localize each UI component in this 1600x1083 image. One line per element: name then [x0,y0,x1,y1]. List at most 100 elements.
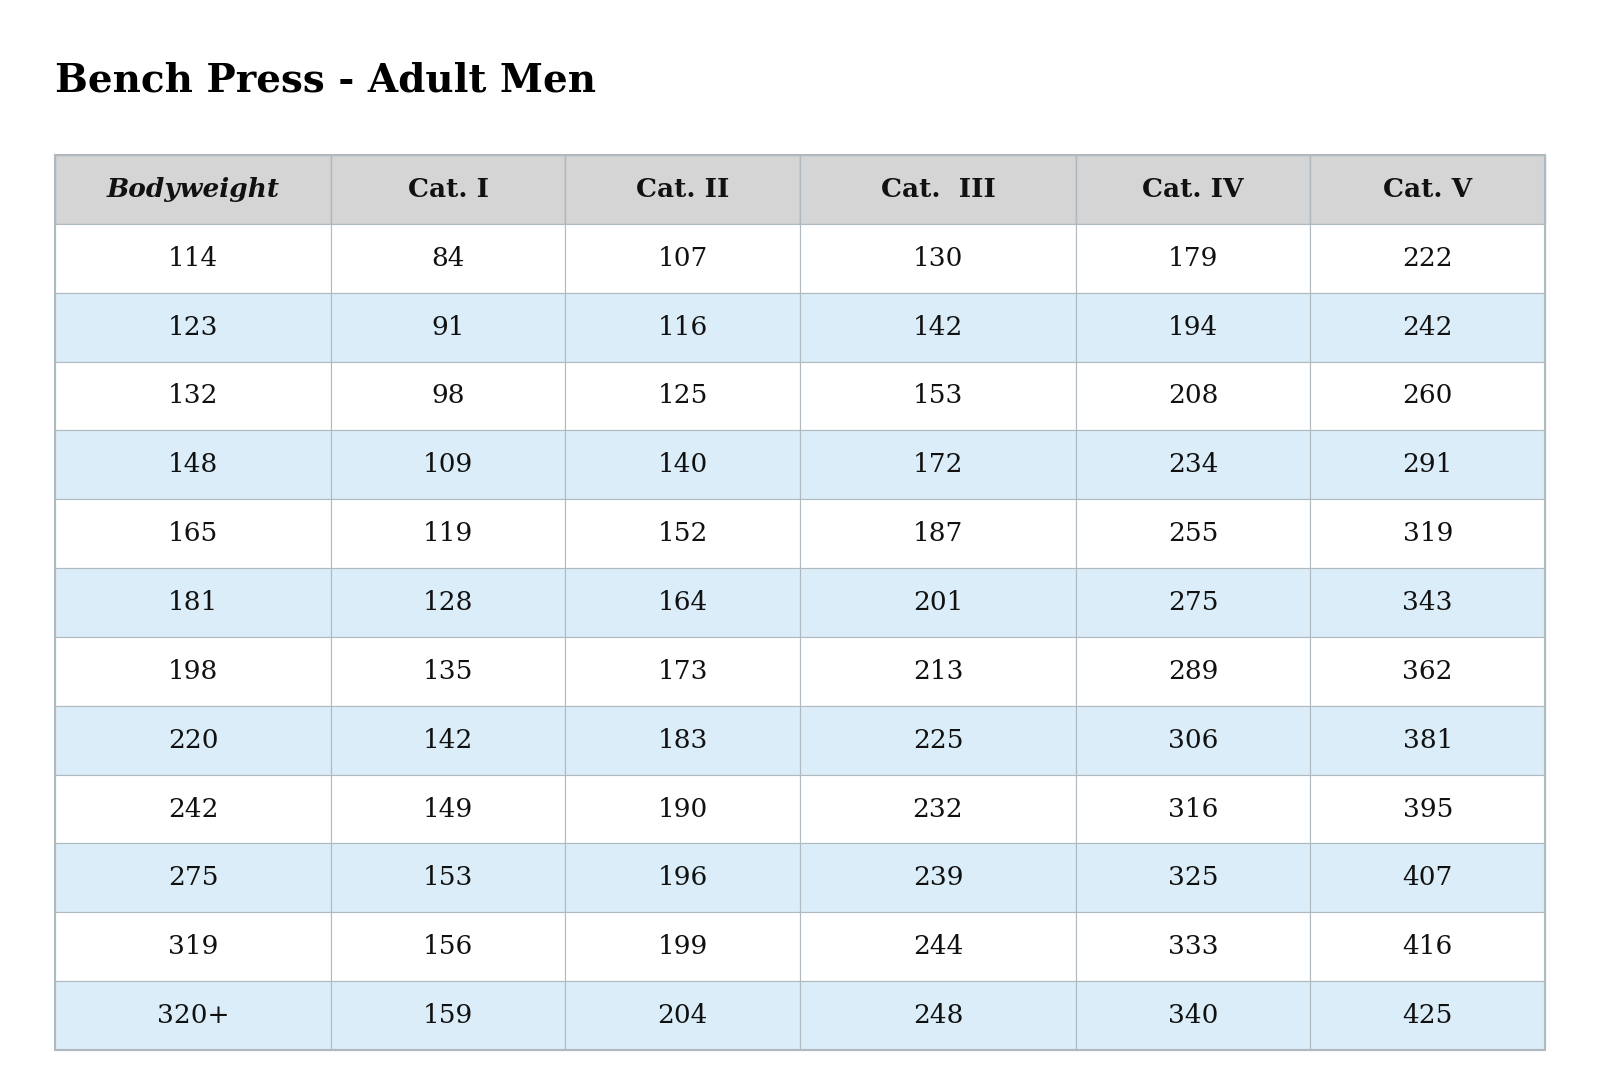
Bar [331,430,565,499]
Text: 156: 156 [422,935,474,960]
Bar [54,292,331,362]
Bar [565,637,800,706]
Text: 343: 343 [1403,590,1453,615]
Text: 255: 255 [1168,521,1218,546]
Text: 291: 291 [1403,453,1453,478]
Text: 123: 123 [168,315,218,340]
Text: 232: 232 [912,796,963,822]
Bar [800,844,1075,912]
Bar [800,362,1075,430]
Bar [1310,774,1546,844]
Bar [54,774,331,844]
Bar [1075,912,1310,981]
Text: 362: 362 [1403,658,1453,683]
Bar [565,430,800,499]
Bar [331,706,565,774]
Text: Cat. IV: Cat. IV [1142,177,1243,201]
Bar [1075,224,1310,292]
Bar [1310,430,1546,499]
Text: 306: 306 [1168,728,1218,753]
Bar [331,981,565,1051]
Text: 173: 173 [658,658,707,683]
Bar [331,569,565,637]
Text: 172: 172 [912,453,963,478]
Bar [565,224,800,292]
Text: 319: 319 [168,935,218,960]
Bar [1310,362,1546,430]
Text: 213: 213 [912,658,963,683]
Text: 165: 165 [168,521,218,546]
Bar [1075,499,1310,569]
Bar [800,981,1075,1051]
Bar [54,569,331,637]
Text: 194: 194 [1168,315,1218,340]
Bar [54,362,331,430]
Bar [331,155,565,224]
Text: 114: 114 [168,246,218,271]
Text: 159: 159 [422,1003,474,1028]
Bar [1310,912,1546,981]
Bar [1075,844,1310,912]
Bar [800,224,1075,292]
Text: 152: 152 [658,521,707,546]
Text: 416: 416 [1403,935,1453,960]
Text: 187: 187 [912,521,963,546]
Bar [1075,155,1310,224]
Bar [1310,155,1546,224]
Text: Cat. V: Cat. V [1382,177,1472,201]
Text: 320+: 320+ [157,1003,229,1028]
Bar [1075,637,1310,706]
Text: 201: 201 [912,590,963,615]
Bar [331,637,565,706]
Bar [565,292,800,362]
Text: 204: 204 [658,1003,707,1028]
Text: 316: 316 [1168,796,1218,822]
Text: 116: 116 [658,315,707,340]
Text: 125: 125 [658,383,707,408]
Text: 179: 179 [1168,246,1218,271]
Text: 248: 248 [912,1003,963,1028]
Text: 333: 333 [1168,935,1219,960]
Bar [565,155,800,224]
Text: 242: 242 [1403,315,1453,340]
Bar [565,362,800,430]
Text: Bench Press - Adult Men: Bench Press - Adult Men [54,62,595,100]
Text: 107: 107 [658,246,707,271]
Bar [54,844,331,912]
Bar [54,155,331,224]
Bar [1075,430,1310,499]
Bar [1310,981,1546,1051]
Text: 119: 119 [422,521,474,546]
Bar [54,155,1546,1051]
Bar [331,499,565,569]
Bar [1075,292,1310,362]
Text: Cat.  III: Cat. III [880,177,995,201]
Text: Cat. I: Cat. I [408,177,488,201]
Text: 132: 132 [168,383,218,408]
Bar [1310,499,1546,569]
Text: 381: 381 [1403,728,1453,753]
Bar [565,981,800,1051]
Text: 275: 275 [1168,590,1219,615]
Bar [54,912,331,981]
Bar [800,706,1075,774]
Text: Bodyweight: Bodyweight [107,177,280,201]
Text: 149: 149 [422,796,474,822]
Text: 164: 164 [658,590,707,615]
Text: 220: 220 [168,728,218,753]
Text: 135: 135 [422,658,474,683]
Text: 196: 196 [658,865,707,890]
Bar [800,912,1075,981]
Bar [331,844,565,912]
Bar [1310,706,1546,774]
Text: 128: 128 [422,590,474,615]
Bar [800,774,1075,844]
Text: 395: 395 [1403,796,1453,822]
Text: 109: 109 [422,453,474,478]
Text: 190: 190 [658,796,707,822]
Bar [1310,637,1546,706]
Bar [54,224,331,292]
Bar [331,362,565,430]
Text: 91: 91 [432,315,466,340]
Text: 225: 225 [912,728,963,753]
